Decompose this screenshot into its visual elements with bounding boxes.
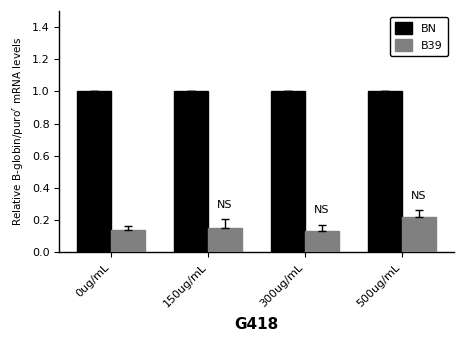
X-axis label: G418: G418 [234,317,279,332]
Bar [111,229,145,252]
Bar [174,92,208,252]
Text: NS: NS [411,191,427,201]
Y-axis label: Relative B-globin/puro$^{r}$ mRNA levels: Relative B-globin/puro$^{r}$ mRNA levels [11,37,26,226]
Text: NS: NS [314,205,330,215]
Bar [368,92,402,252]
Legend: BN, B39: BN, B39 [390,17,448,56]
Bar [77,92,111,252]
Bar [208,228,242,252]
Bar [402,217,436,252]
Bar [305,231,339,252]
Text: NS: NS [217,200,233,210]
Bar [271,92,305,252]
